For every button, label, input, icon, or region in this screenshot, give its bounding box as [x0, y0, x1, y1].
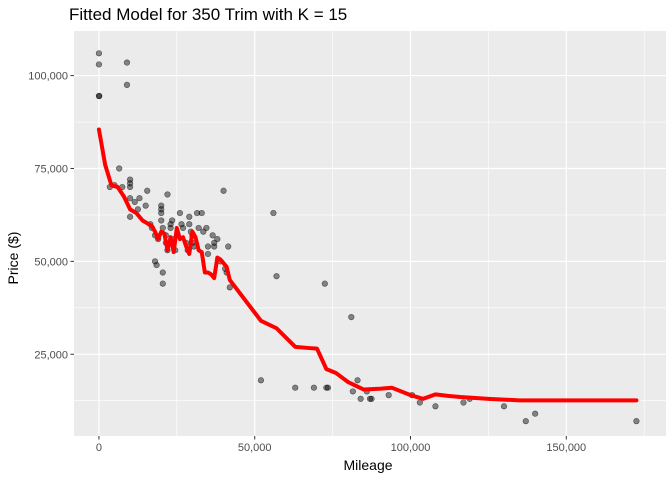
data-point — [214, 235, 221, 243]
data-point — [158, 209, 165, 217]
y-axis-title: Price ($) — [5, 232, 21, 285]
x-tick-label: 150,000 — [546, 442, 586, 454]
x-tick-label: 100,000 — [391, 442, 431, 454]
data-point — [136, 195, 143, 202]
data-point — [432, 403, 439, 410]
data-point — [116, 165, 123, 172]
fitted-line — [96, 127, 639, 403]
data-point — [416, 399, 423, 406]
data-point — [186, 213, 193, 220]
y-tick-label: 50,000 — [34, 256, 68, 268]
data-point — [193, 209, 201, 217]
data-point — [144, 187, 151, 194]
data-point — [186, 221, 193, 228]
data-point — [357, 395, 364, 402]
data-point — [151, 258, 159, 265]
major-gridlines — [74, 31, 666, 436]
data-point — [167, 224, 174, 232]
data-point — [310, 384, 318, 391]
x-tick-label: 0 — [96, 442, 102, 454]
data-point — [209, 232, 216, 239]
plot-panel — [74, 31, 666, 436]
data-point — [323, 384, 330, 391]
data-point — [164, 191, 171, 198]
data-point — [500, 403, 508, 410]
data-point — [366, 395, 374, 402]
data-point — [95, 61, 103, 68]
data-point — [179, 224, 187, 232]
data-point — [204, 243, 212, 250]
data-point — [204, 250, 212, 258]
x-axis-title: Mileage — [343, 457, 392, 473]
data-point — [257, 377, 265, 384]
data-point — [126, 195, 134, 202]
x-tick-label: 50,000 — [238, 442, 272, 454]
data-point — [96, 92, 103, 100]
data-point — [176, 209, 184, 217]
minor-gridlines — [74, 31, 666, 436]
data-point — [633, 418, 640, 425]
data-point — [270, 209, 277, 217]
y-axis-ticks: 25,000 50,000 75,000 100,000 — [28, 71, 74, 361]
data-point — [226, 284, 233, 291]
data-point — [321, 280, 328, 287]
y-tick-label: 25,000 — [34, 349, 68, 361]
data-point — [522, 418, 529, 425]
data-point — [385, 392, 392, 399]
data-point — [273, 273, 280, 280]
data-point — [324, 384, 332, 391]
data-point — [142, 202, 149, 209]
data-point — [158, 217, 165, 224]
data-point — [159, 280, 166, 287]
x-axis-ticks: 0 50,000 100,000 150,000 — [96, 436, 586, 454]
data-point — [95, 50, 103, 57]
data-point — [354, 377, 361, 384]
data-point — [532, 410, 539, 417]
data-point — [198, 209, 205, 217]
data-point — [126, 213, 134, 220]
data-point — [169, 217, 176, 224]
data-point — [195, 224, 202, 232]
data-point — [292, 384, 299, 391]
y-tick-label: 100,000 — [28, 71, 68, 83]
data-point — [159, 269, 166, 276]
data-point — [349, 388, 356, 395]
data-point — [131, 198, 138, 206]
data-point — [126, 183, 134, 191]
data-point — [211, 243, 218, 250]
data-point — [368, 395, 375, 402]
data-point — [153, 261, 160, 269]
data-point — [348, 314, 355, 321]
y-tick-label: 75,000 — [34, 163, 68, 175]
chart-title: Fitted Model for 350 Trim with K = 15 — [69, 5, 347, 24]
data-point — [460, 399, 467, 406]
data-point — [123, 81, 131, 88]
data-point — [225, 243, 232, 250]
data-point — [178, 221, 185, 228]
data-point — [220, 187, 227, 194]
data-point — [123, 59, 131, 66]
data-point — [203, 224, 210, 232]
